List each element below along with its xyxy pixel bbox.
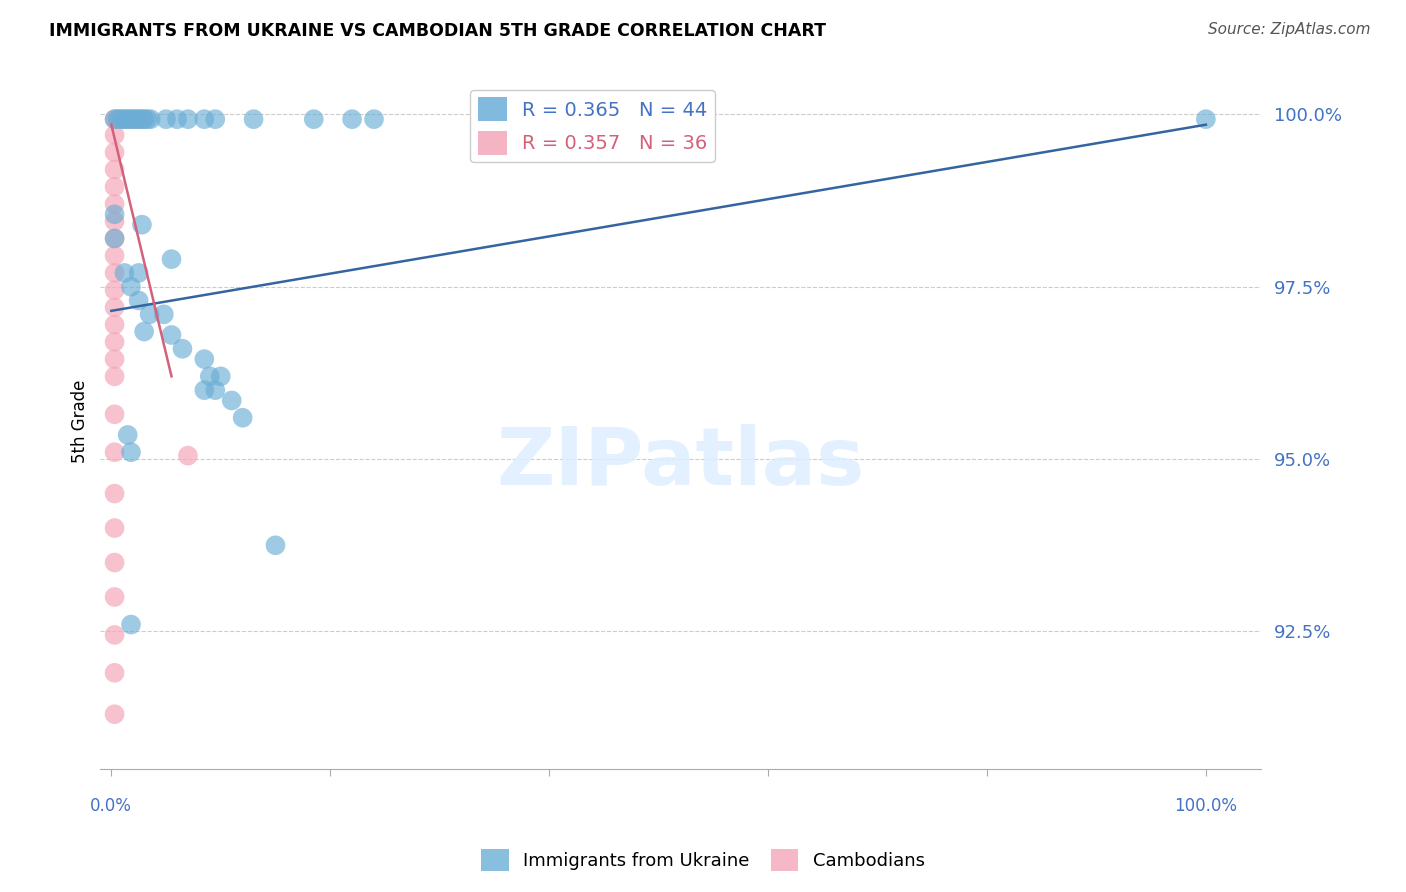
Point (114, 112, 136, 127)
Point (177, 112, 200, 127)
Point (103, 318, 125, 332)
Text: ZIPatlas: ZIPatlas (496, 424, 865, 502)
Point (204, 112, 226, 127)
Point (193, 352, 215, 367)
Point (117, 112, 139, 127)
Point (103, 207, 125, 221)
Point (103, 369, 125, 384)
Point (209, 369, 232, 384)
Point (103, 590, 125, 604)
Point (129, 112, 152, 127)
Point (302, 112, 325, 127)
Text: 100.0%: 100.0% (1174, 797, 1237, 815)
Point (110, 112, 132, 127)
Point (103, 266, 125, 280)
Point (103, 665, 125, 680)
Point (340, 112, 363, 127)
Point (160, 328, 183, 343)
Point (193, 112, 215, 127)
Point (1195, 112, 1218, 127)
Point (103, 283, 125, 297)
Point (103, 334, 125, 349)
Point (198, 369, 221, 384)
Point (120, 617, 142, 632)
Point (103, 301, 125, 315)
Point (103, 128, 125, 142)
Point (110, 112, 132, 127)
Point (114, 112, 136, 127)
Point (120, 112, 142, 127)
Point (117, 112, 139, 127)
Point (120, 112, 142, 127)
Point (264, 538, 287, 552)
Point (134, 112, 156, 127)
Point (193, 383, 215, 397)
Y-axis label: 5th Grade: 5th Grade (72, 379, 89, 463)
Point (120, 279, 142, 293)
Legend: Immigrants from Ukraine, Cambodians: Immigrants from Ukraine, Cambodians (474, 842, 932, 879)
Point (128, 293, 150, 308)
Point (172, 342, 194, 356)
Point (103, 214, 125, 228)
Text: 0.0%: 0.0% (90, 797, 132, 815)
Point (103, 231, 125, 245)
Point (127, 112, 149, 127)
Point (139, 112, 162, 127)
Point (134, 325, 156, 339)
Point (103, 112, 125, 127)
Point (103, 352, 125, 367)
Point (232, 410, 254, 425)
Point (204, 383, 226, 397)
Point (107, 112, 129, 127)
Point (160, 252, 183, 267)
Point (103, 628, 125, 642)
Point (103, 521, 125, 535)
Point (103, 445, 125, 459)
Point (136, 112, 159, 127)
Point (120, 445, 142, 459)
Point (155, 112, 177, 127)
Point (103, 162, 125, 177)
Point (129, 112, 152, 127)
Point (363, 112, 385, 127)
Text: IMMIGRANTS FROM UKRAINE VS CAMBODIAN 5TH GRADE CORRELATION CHART: IMMIGRANTS FROM UKRAINE VS CAMBODIAN 5TH… (49, 22, 827, 40)
Point (127, 112, 149, 127)
Point (103, 112, 125, 127)
Point (103, 197, 125, 211)
Legend: R = 0.365   N = 44, R = 0.357   N = 36: R = 0.365 N = 44, R = 0.357 N = 36 (470, 90, 716, 162)
Point (166, 112, 188, 127)
Point (103, 407, 125, 421)
Point (117, 428, 139, 442)
Point (103, 486, 125, 500)
Point (114, 266, 136, 280)
Point (103, 249, 125, 263)
Point (103, 231, 125, 245)
Text: Source: ZipAtlas.com: Source: ZipAtlas.com (1208, 22, 1371, 37)
Point (153, 307, 176, 321)
Point (124, 112, 146, 127)
Point (107, 112, 129, 127)
Point (124, 112, 146, 127)
Point (103, 179, 125, 194)
Point (131, 218, 153, 232)
Point (103, 556, 125, 570)
Point (134, 112, 156, 127)
Point (221, 393, 243, 408)
Point (103, 145, 125, 160)
Point (138, 307, 160, 321)
Point (103, 707, 125, 722)
Point (242, 112, 264, 127)
Point (177, 449, 200, 463)
Point (128, 266, 150, 280)
